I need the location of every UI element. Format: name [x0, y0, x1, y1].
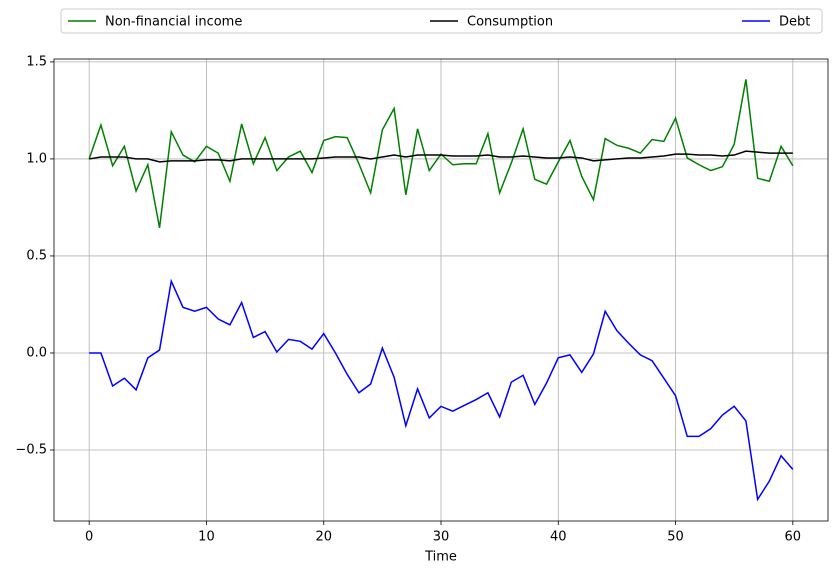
- x-axis-label: Time: [424, 550, 457, 565]
- legend-label: Non-financial income: [105, 15, 242, 30]
- x-tick-label: 20: [315, 530, 332, 545]
- y-tick-label: −0.5: [15, 442, 47, 457]
- legend-label: Consumption: [467, 15, 553, 30]
- y-tick-label: 0.5: [26, 248, 47, 263]
- y-tick-label: 1.0: [26, 151, 47, 166]
- x-tick-label: 50: [667, 530, 684, 545]
- x-tick-label: 40: [550, 530, 567, 545]
- series-line: [89, 150, 793, 163]
- series-line: [89, 278, 794, 502]
- axes-frame: [53, 58, 829, 522]
- x-tick-label: 60: [785, 530, 802, 545]
- x-tick-label: 30: [433, 530, 450, 545]
- series-line: [88, 79, 794, 228]
- legend-label: Debt: [779, 15, 810, 30]
- x-tick-label: 10: [198, 530, 215, 545]
- x-tick-label: 0: [85, 530, 93, 545]
- y-tick-label: 0.0: [26, 345, 47, 360]
- y-tick-label: 1.5: [26, 54, 47, 69]
